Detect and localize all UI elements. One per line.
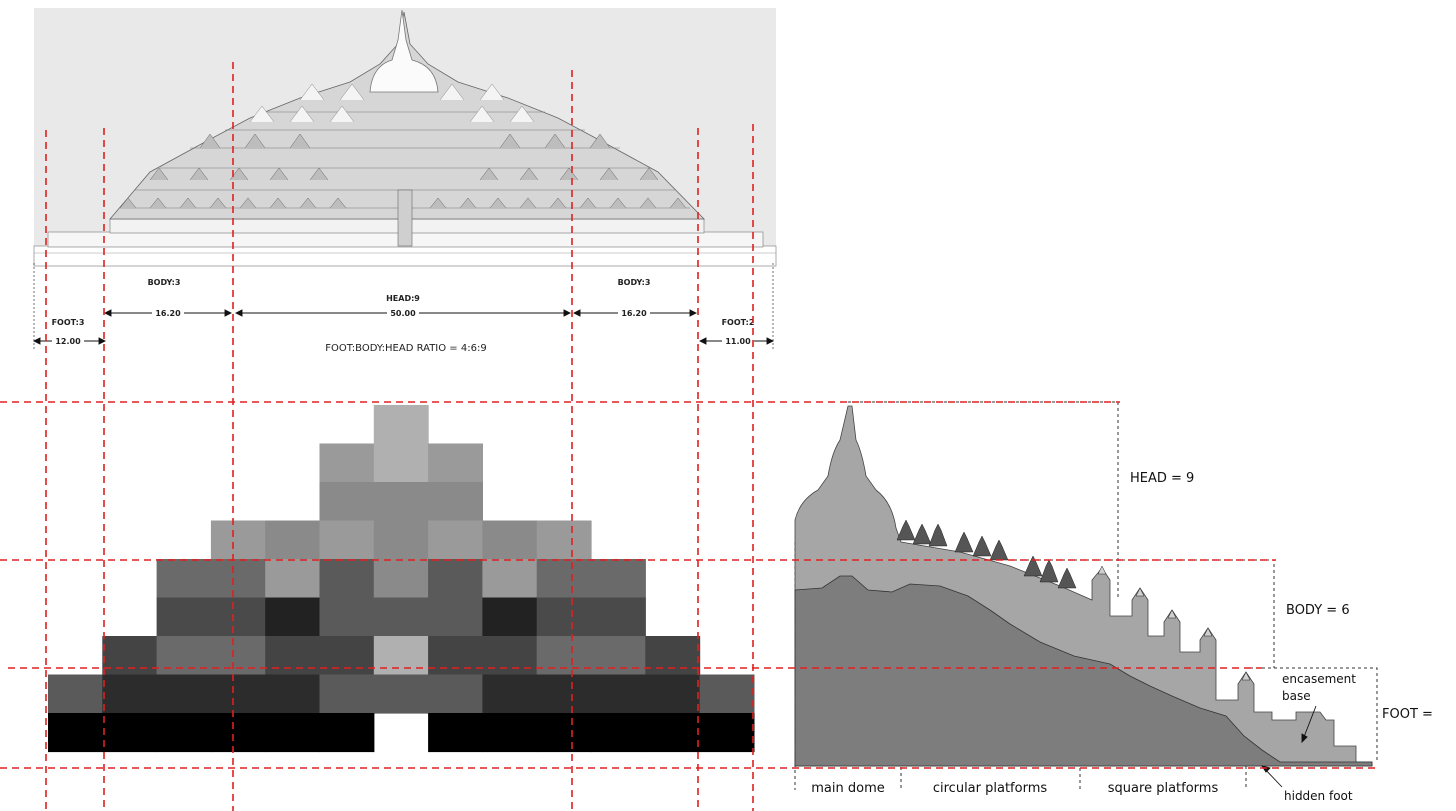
elevation-terraces: [109, 11, 705, 220]
grid-cell: [428, 482, 483, 522]
grid-cell: [482, 559, 538, 599]
dimension-value-foot-left-text: 12.00: [55, 337, 81, 346]
segment-label-foot-right: FOOT:2: [722, 318, 755, 327]
ratio-caption: FOOT:BODY:HEAD RATIO = 4:6:9: [325, 343, 486, 354]
body-label: BODY = 6: [1286, 603, 1350, 618]
grid-cell: [210, 520, 266, 560]
grid-cell: [373, 443, 429, 483]
grid-cell: [210, 559, 266, 599]
dimension-value-head: 50.00: [387, 308, 419, 318]
grid-cell: [319, 713, 375, 753]
head-label: HEAD = 9: [1130, 471, 1194, 486]
base-label: base: [1282, 689, 1311, 703]
segment-label-foot-left: FOOT:3: [52, 318, 85, 327]
elevation-main-stupa: [369, 9, 439, 93]
grid-cell: [373, 597, 429, 637]
grid-cell: [536, 597, 592, 637]
grid-cell: [591, 559, 646, 599]
grid-cell: [428, 520, 483, 560]
segment-label-head: HEAD:9: [386, 294, 420, 303]
grid-cell: [591, 674, 646, 714]
grid-cell: [428, 443, 483, 483]
grid-cell: [319, 520, 375, 560]
grid-cell: [265, 520, 321, 560]
grid-cell: [591, 713, 646, 753]
grid-cell: [210, 674, 266, 714]
grid-cell: [156, 597, 212, 637]
dimension-value-foot-right-text: 11.00: [725, 337, 751, 346]
section-original: [794, 575, 1373, 767]
grid-cell: [536, 520, 592, 560]
grid-cell: [699, 674, 755, 714]
grid-cell: [102, 713, 158, 753]
grid-cell: [265, 559, 321, 599]
grid-cell: [265, 713, 321, 753]
dimension-value-head-text: 50.00: [390, 309, 416, 318]
grid-cell: [48, 713, 103, 753]
dimension-value-foot-right: 11.00: [722, 336, 754, 346]
grid-cell: [428, 674, 483, 714]
grid-cell: [591, 597, 646, 637]
grid-cell: [373, 520, 429, 560]
dimension-value-body-left-text: 16.20: [155, 309, 181, 318]
grid-cell: [536, 559, 592, 599]
grid-cell: [373, 405, 429, 445]
grid-cell: [102, 674, 158, 714]
dimension-value-foot-left: 12.00: [52, 336, 84, 346]
grid-cell: [319, 559, 375, 599]
grid-cell: [482, 674, 538, 714]
grid-cell: [156, 559, 212, 599]
encasement-label: encasement: [1282, 672, 1356, 686]
dimension-value-body-left: 16.20: [152, 308, 184, 318]
foot-label: FOOT =: [1382, 707, 1433, 722]
grid-cell: [319, 482, 375, 522]
bottom-label-circular-platforms: circular platforms: [933, 781, 1047, 796]
grid-cell: [373, 482, 429, 522]
grid-cell: [319, 443, 375, 483]
grid-cell: [699, 713, 755, 753]
elevation-central-stair: [397, 189, 413, 247]
grid-cell: [482, 520, 538, 560]
grid-cell: [48, 674, 103, 714]
bottom-label-square-platforms: square platforms: [1108, 781, 1219, 796]
grid-cell: [156, 713, 212, 753]
grid-cell: [482, 713, 538, 753]
grid-cell: [428, 559, 483, 599]
hidden-foot-label: hidden foot: [1284, 789, 1353, 803]
grid-cell: [428, 713, 483, 753]
grid-cell: [265, 674, 321, 714]
segment-label-body-left: BODY:3: [148, 278, 181, 287]
grid-cell: [645, 674, 701, 714]
grid-cell: [536, 674, 592, 714]
grid-cell: [319, 674, 375, 714]
grid-cell: [319, 597, 375, 637]
grid-cell: [536, 713, 592, 753]
grid-cell: [373, 674, 429, 714]
dimension-value-body-right: 16.20: [618, 308, 650, 318]
segment-label-body-right: BODY:3: [618, 278, 651, 287]
grid-cell: [156, 674, 212, 714]
circular-platform-stupas: [896, 519, 1077, 589]
bottom-label-main-dome: main dome: [811, 781, 884, 796]
grid-cell: [482, 597, 538, 637]
grid-cell: [210, 713, 266, 753]
grid-cell: [428, 597, 483, 637]
foot-bracket: [1250, 667, 1378, 762]
grid-cell: [373, 559, 429, 599]
grid-cell: [265, 597, 321, 637]
grid-cell: [210, 597, 266, 637]
dimension-value-body-right-text: 16.20: [621, 309, 647, 318]
grid-cell: [645, 713, 701, 753]
